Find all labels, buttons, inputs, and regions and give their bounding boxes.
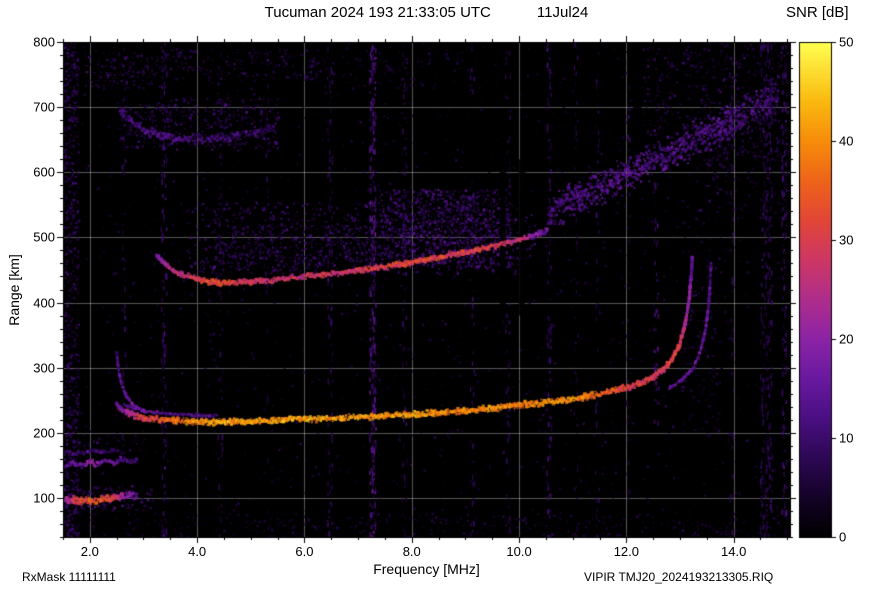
y-tick-label: 400 [33, 295, 55, 311]
x-tick-label: 12.0 [613, 544, 639, 559]
colorbar-tick-label: 10 [839, 430, 854, 446]
colorbar-tick-label: 40 [839, 133, 854, 149]
y-tick-label: 700 [33, 99, 55, 115]
colorbar-tick-label: 30 [839, 232, 854, 248]
plot-date: 11Jul24 [536, 4, 589, 21]
x-tick-label: 2.0 [80, 544, 99, 559]
x-tick-label: 4.0 [188, 544, 207, 559]
x-axis-label: Frequency [MHz] [373, 561, 480, 577]
colorbar-tick-label: 20 [839, 331, 854, 347]
y-tick-label: 800 [33, 34, 55, 50]
x-tick-label: 8.0 [402, 544, 421, 559]
colorbar-tick-label: 0 [839, 529, 847, 545]
y-tick-label: 200 [33, 425, 55, 441]
x-tick-label: 14.0 [721, 544, 747, 559]
y-tick-label: 300 [33, 360, 55, 376]
y-axis-label: Range [km] [6, 254, 22, 326]
filename-label: VIPIR TMJ20_2024193213305.RIQ [584, 570, 774, 584]
rx-mask-label: RxMask 11111111 [22, 570, 116, 584]
x-tick-label: 6.0 [295, 544, 314, 559]
title-row: Tucuman 2024 193 21:33:05 UTC 11Jul24 [63, 4, 790, 21]
colorbar-title: SNR [dB] [786, 4, 849, 21]
colorbar-tick-label: 50 [839, 34, 854, 50]
x-tick-label: 10.0 [506, 544, 532, 559]
y-tick-label: 100 [33, 490, 55, 506]
y-tick-label: 600 [33, 164, 55, 180]
plot-title: Tucuman 2024 193 21:33:05 UTC [264, 4, 491, 21]
y-tick-label: 500 [33, 229, 55, 245]
